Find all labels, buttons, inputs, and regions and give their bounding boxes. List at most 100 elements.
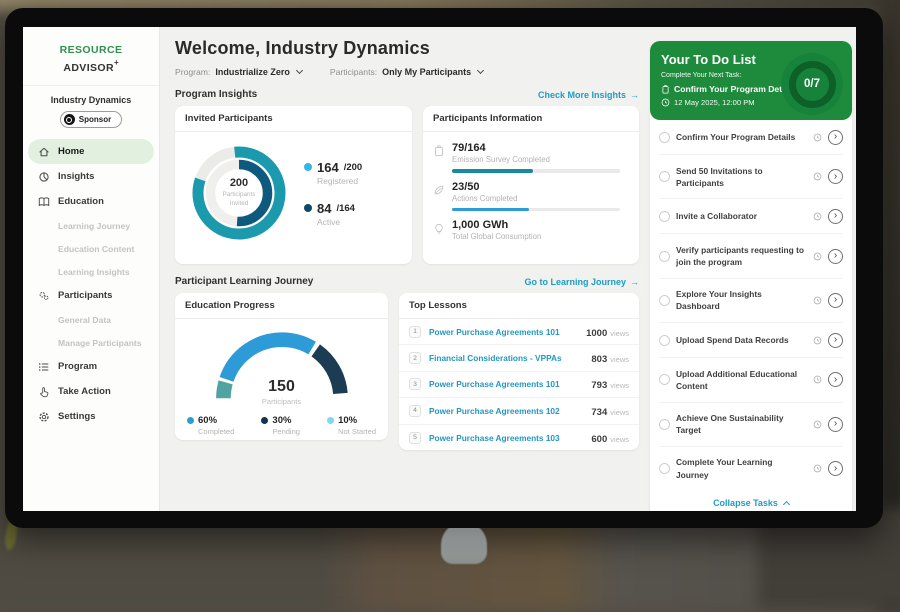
task-row[interactable]: Explore Your Insights Dashboard ›: [659, 279, 843, 324]
task-checkbox[interactable]: [659, 171, 670, 183]
stat-global-consumption: 1,000 GWh Total Global Consumption: [433, 219, 627, 241]
task-open-button[interactable]: ›: [828, 248, 843, 264]
sidebar-item-label: Program: [58, 361, 98, 372]
legend-item-completed: 60% Completed: [187, 415, 234, 436]
check-more-insights-link[interactable]: Check More Insights →: [537, 89, 639, 100]
participants-label: Participants:: [329, 67, 378, 77]
journey-cards-row: Education Progress 150 Participants: [175, 293, 639, 450]
chevron-right-icon: ›: [833, 250, 838, 262]
task-open-button[interactable]: ›: [828, 416, 843, 432]
sidebar-item-participants[interactable]: Participants: [23, 283, 159, 308]
invited-legend: 164/200 Registered 84/164 Active: [304, 160, 362, 227]
task-open-button[interactable]: ›: [828, 208, 843, 224]
chevron-right-icon: ›: [833, 210, 838, 222]
task-open-button[interactable]: ›: [828, 129, 843, 145]
task-row[interactable]: Send 50 Invitations to Participants ›: [659, 155, 843, 200]
go-to-learning-journey-link[interactable]: Go to Learning Journey →: [524, 276, 639, 287]
task-checkbox[interactable]: [659, 294, 670, 306]
task-row[interactable]: Confirm Your Program Details ›: [659, 120, 843, 155]
clock-icon: [813, 336, 822, 344]
sidebar-item-education-content[interactable]: Education Content: [58, 243, 135, 254]
task-row[interactable]: Invite a Collaborator ›: [659, 199, 843, 235]
clock-icon: [813, 296, 822, 305]
sidebar-item-settings[interactable]: Settings: [23, 404, 159, 429]
sidebar-item-general-data[interactable]: General Data: [58, 314, 112, 325]
task-open-button[interactable]: ›: [828, 292, 843, 308]
lesson-link[interactable]: Power Purchase Agreements 101: [429, 326, 560, 337]
sidebar-item-insights[interactable]: Insights: [23, 164, 159, 189]
task-checkbox[interactable]: [659, 334, 670, 346]
chevron-up-icon: [782, 501, 790, 509]
chevron-right-icon: ›: [833, 373, 838, 385]
sidebar-item-program[interactable]: Program: [23, 354, 159, 379]
task-row[interactable]: Upload Spend Data Records ›: [659, 323, 843, 359]
participants-dropdown[interactable]: Participants: Only My Participants: [329, 66, 485, 77]
todo-subtitle: Complete Your Next Task:: [661, 72, 742, 79]
actions-progress-bar: [452, 207, 620, 211]
donut-center-value: 200: [229, 177, 249, 190]
lesson-link[interactable]: Financial Considerations - VPPAs: [429, 353, 562, 364]
education-gauge-chart: 150 Participants: [206, 326, 358, 408]
task-row[interactable]: Upload Additional Educational Content ›: [659, 358, 843, 403]
sidebar-item-home[interactable]: Home: [28, 139, 154, 164]
background-right-edge: [878, 0, 900, 612]
sidebar-item-label: Home: [58, 146, 85, 157]
program-dropdown[interactable]: Program: Industrialize Zero: [175, 66, 303, 77]
sidebar-item-take-action[interactable]: Take Action: [23, 379, 159, 404]
app-logo: RESOURCE ADVISOR+: [23, 27, 159, 86]
task-row[interactable]: Achieve One Sustainability Target ›: [659, 403, 843, 447]
task-checkbox[interactable]: [659, 418, 670, 430]
legend-item-pending: 30% Pending: [261, 415, 300, 436]
chevron-right-icon: ›: [833, 294, 838, 306]
task-row[interactable]: Complete Your Learning Journey ›: [659, 447, 843, 490]
task-row[interactable]: Verify participants requesting to join t…: [659, 234, 843, 279]
card-title: Participants Information: [423, 106, 639, 132]
task-checkbox[interactable]: [659, 463, 670, 475]
top-lessons-card: Top Lessons 1 Power Purchase Agreements …: [399, 293, 639, 450]
sidebar-item-manage-participants[interactable]: Manage Participants: [58, 337, 142, 348]
lesson-link[interactable]: Power Purchase Agreements 102: [429, 405, 560, 416]
task-open-button[interactable]: ›: [828, 332, 843, 348]
chevron-right-icon: ›: [833, 418, 838, 430]
participants-information-card: Participants Information 79/164 Emission…: [423, 106, 639, 264]
task-checkbox[interactable]: [659, 210, 670, 222]
leaf-icon: [434, 185, 444, 194]
clock-icon: [813, 212, 822, 221]
education-legend: 60% Completed 30% Pending 10% Not Starte…: [175, 408, 388, 436]
chevron-right-icon: ›: [833, 334, 838, 346]
monitor-bezel: RESOURCE ADVISOR+ Industry Dynamics Spon…: [5, 8, 883, 528]
task-checkbox[interactable]: [659, 131, 670, 143]
insights-icon: [39, 171, 49, 182]
clock-icon: [813, 133, 822, 141]
lesson-link[interactable]: Power Purchase Agreements 101: [429, 379, 560, 390]
task-open-button[interactable]: ›: [828, 461, 843, 477]
sidebar-item-label: Insights: [58, 171, 95, 182]
logo-plus: +: [113, 58, 119, 67]
lesson-row: 3 Power Purchase Agreements 101 793 views: [399, 372, 639, 399]
gauge-center-value: 150: [268, 378, 295, 395]
task-checkbox[interactable]: [659, 374, 670, 386]
todo-next-task[interactable]: Confirm Your Program Details: [661, 84, 841, 94]
todo-task-list: Confirm Your Program Details › Send 50 I…: [650, 120, 852, 490]
legend-item-not-started: 10% Not Started: [327, 415, 376, 436]
task-open-button[interactable]: ›: [828, 372, 843, 388]
clock-icon: [813, 420, 822, 429]
lightbulb-icon: [435, 223, 443, 234]
hand-action-icon: [40, 386, 49, 397]
not-started-dot: [327, 417, 335, 424]
sidebar-item-learning-insights[interactable]: Learning Insights: [58, 266, 130, 277]
task-open-button[interactable]: ›: [828, 169, 843, 185]
home-icon: [39, 147, 49, 156]
collapse-tasks-link[interactable]: Collapse Tasks: [650, 490, 852, 511]
clock-icon: [661, 98, 670, 107]
lesson-link[interactable]: Power Purchase Agreements 103: [429, 432, 560, 443]
learning-journey-header: Participant Learning Journey Go to Learn…: [175, 276, 639, 287]
rank-badge: 1: [409, 325, 421, 338]
sidebar-item-learning-journey[interactable]: Learning Journey: [58, 220, 131, 231]
participants-value: Only My Participants: [382, 67, 472, 77]
task-checkbox[interactable]: [659, 250, 670, 262]
list-icon: [38, 362, 49, 371]
sidebar-item-education[interactable]: Education: [23, 189, 159, 214]
stat-actions-completed: 23/50 Actions Completed: [433, 181, 627, 211]
main-area: Welcome, Industry Dynamics Program: Indu…: [160, 27, 856, 511]
